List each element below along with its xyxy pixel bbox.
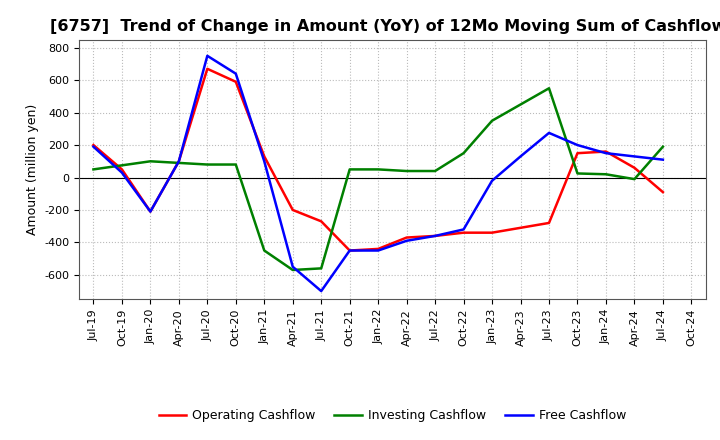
Operating Cashflow [630, 165, 639, 170]
Operating Cashflow [117, 167, 126, 172]
Operating Cashflow [573, 150, 582, 156]
Operating Cashflow [174, 159, 183, 164]
Free Cashflow [317, 289, 325, 294]
Investing Cashflow [146, 159, 155, 164]
Investing Cashflow [516, 102, 525, 107]
Operating Cashflow [459, 230, 468, 235]
Investing Cashflow [602, 172, 611, 177]
Investing Cashflow [117, 163, 126, 168]
Investing Cashflow [203, 162, 212, 167]
Free Cashflow [146, 209, 155, 214]
Investing Cashflow [89, 167, 98, 172]
Free Cashflow [232, 71, 240, 76]
Operating Cashflow [431, 233, 439, 238]
Investing Cashflow [317, 266, 325, 271]
Investing Cashflow [374, 167, 382, 172]
Operating Cashflow [602, 149, 611, 154]
Investing Cashflow [346, 167, 354, 172]
Investing Cashflow [289, 268, 297, 273]
Investing Cashflow [459, 150, 468, 156]
Operating Cashflow [260, 154, 269, 159]
Free Cashflow [203, 53, 212, 59]
Investing Cashflow [487, 118, 496, 123]
Operating Cashflow [289, 207, 297, 213]
Operating Cashflow [659, 190, 667, 195]
Investing Cashflow [573, 171, 582, 176]
Free Cashflow [289, 264, 297, 269]
Operating Cashflow [232, 79, 240, 84]
Operating Cashflow [374, 246, 382, 252]
Free Cashflow [89, 144, 98, 149]
Line: Investing Cashflow: Investing Cashflow [94, 88, 663, 270]
Investing Cashflow [260, 248, 269, 253]
Investing Cashflow [402, 169, 411, 174]
Free Cashflow [487, 178, 496, 183]
Free Cashflow [346, 248, 354, 253]
Investing Cashflow [545, 86, 554, 91]
Free Cashflow [545, 130, 554, 136]
Line: Operating Cashflow: Operating Cashflow [94, 69, 663, 250]
Operating Cashflow [545, 220, 554, 226]
Free Cashflow [459, 227, 468, 232]
Operating Cashflow [487, 230, 496, 235]
Operating Cashflow [89, 143, 98, 148]
Investing Cashflow [659, 144, 667, 149]
Investing Cashflow [232, 162, 240, 167]
Free Cashflow [174, 159, 183, 164]
Free Cashflow [573, 143, 582, 148]
Line: Free Cashflow: Free Cashflow [94, 56, 663, 291]
Free Cashflow [117, 170, 126, 175]
Operating Cashflow [346, 248, 354, 253]
Y-axis label: Amount (million yen): Amount (million yen) [26, 104, 39, 235]
Free Cashflow [374, 248, 382, 253]
Operating Cashflow [146, 209, 155, 214]
Title: [6757]  Trend of Change in Amount (YoY) of 12Mo Moving Sum of Cashflows: [6757] Trend of Change in Amount (YoY) o… [50, 19, 720, 34]
Free Cashflow [431, 233, 439, 238]
Investing Cashflow [431, 169, 439, 174]
Investing Cashflow [174, 160, 183, 165]
Free Cashflow [516, 154, 525, 159]
Free Cashflow [630, 154, 639, 159]
Free Cashflow [260, 159, 269, 164]
Legend: Operating Cashflow, Investing Cashflow, Free Cashflow: Operating Cashflow, Investing Cashflow, … [153, 404, 631, 427]
Investing Cashflow [630, 176, 639, 182]
Operating Cashflow [317, 219, 325, 224]
Free Cashflow [402, 238, 411, 243]
Free Cashflow [659, 157, 667, 162]
Free Cashflow [602, 150, 611, 156]
Operating Cashflow [203, 66, 212, 71]
Operating Cashflow [516, 225, 525, 231]
Operating Cashflow [402, 235, 411, 240]
